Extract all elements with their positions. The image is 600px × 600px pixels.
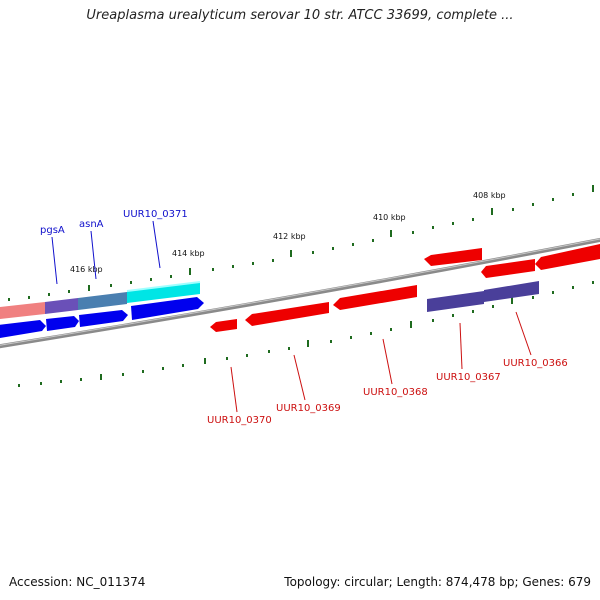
gene-label-UUR10_0371: UUR10_0371 [123, 209, 188, 220]
gene-arrow [245, 302, 329, 326]
gene-arrows-red-upper [424, 244, 600, 278]
gene-features-upper [0, 281, 201, 319]
gene-labels-lower: UUR10_0370 UUR10_0369 UUR10_0368 UUR10_0… [207, 358, 568, 426]
gene-arrows-red-lower [210, 285, 417, 332]
gene-label-UUR10_0370: UUR10_0370 [207, 415, 272, 426]
gene-label-UUR10_0367: UUR10_0367 [436, 372, 501, 383]
map-title: Ureaplasma urealyticum serovar 10 str. A… [86, 8, 514, 23]
gene-label-asnA: asnA [79, 219, 104, 230]
scale-label-412: 412 kbp [273, 232, 306, 241]
gene-arrow [484, 281, 539, 302]
gene-arrow [427, 291, 484, 312]
gene-label-pgsA: pgsA [40, 225, 65, 236]
gene-arrow [333, 285, 417, 310]
gene-steel-bar [78, 292, 127, 310]
gene-label-leaders-lower [230, 311, 532, 413]
summary-text: Topology: circular; Length: 874,478 bp; … [284, 575, 591, 589]
gene-arrow [535, 244, 600, 270]
scale-label-416: 416 kbp [70, 265, 103, 274]
gene-arrow [46, 316, 79, 331]
gene-pgsA-bar [0, 302, 45, 319]
gene-UUR10_0371-bar [127, 282, 200, 303]
genome-backbone [0, 237, 600, 349]
gene-arrows-purple [427, 281, 539, 312]
gene-labels-upper: pgsA asnA UUR10_0371 [40, 209, 188, 236]
gene-arrows-blue [0, 297, 204, 338]
gene-arrow [79, 310, 128, 327]
gene-label-UUR10_0368: UUR10_0368 [363, 387, 428, 398]
gene-label-UUR10_0366: UUR10_0366 [503, 358, 568, 369]
outer-tick-ring [8, 185, 594, 301]
gene-label-UUR10_0369: UUR10_0369 [276, 403, 341, 414]
gene-arrow [210, 319, 237, 332]
accession-text: Accession: NC_011374 [9, 575, 146, 589]
gene-arrow [0, 320, 46, 338]
scale-label-414: 414 kbp [172, 249, 205, 258]
scale-label-410: 410 kbp [373, 213, 406, 222]
gene-arrow [131, 297, 204, 320]
gene-label-leaders-upper [51, 220, 161, 285]
scale-label-408: 408 kbp [473, 191, 506, 200]
gene-asnA-bar [45, 298, 78, 314]
scale-labels: 416 kbp 414 kbp 412 kbp 410 kbp 408 kbp [70, 191, 506, 274]
gene-arrow [424, 248, 482, 266]
gene-arrow [481, 259, 535, 278]
inner-tick-ring [18, 281, 594, 387]
